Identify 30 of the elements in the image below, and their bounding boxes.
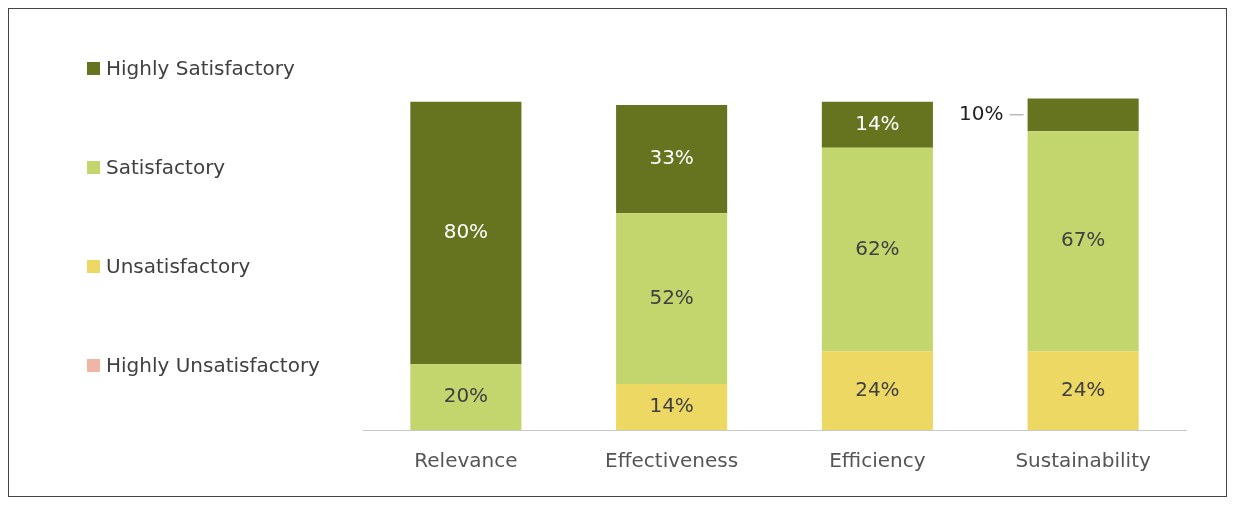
data-label: 14% <box>855 110 900 135</box>
legend-label: Satisfactory <box>106 155 226 179</box>
x-tick-label: Sustainability <box>1015 448 1151 473</box>
legend-label: Unsatisfactory <box>106 254 251 278</box>
data-label: 67% <box>1060 227 1106 252</box>
bar <box>616 104 728 214</box>
x-tick-label: Efficiency <box>829 448 926 473</box>
bar <box>1027 131 1139 352</box>
bar <box>616 213 728 385</box>
bar <box>410 101 522 365</box>
data-label: 14% <box>649 393 694 418</box>
x-tick-label: Effectiveness <box>605 448 739 473</box>
bar <box>821 101 933 148</box>
legend-label: Highly Satisfactory <box>106 56 295 80</box>
data-label: 33% <box>649 145 694 170</box>
data-label: 24% <box>1060 376 1106 401</box>
x-tick-label: Relevance <box>414 448 518 473</box>
data-label: 52% <box>649 284 694 309</box>
bar <box>821 351 933 430</box>
data-label: 80% <box>443 219 489 244</box>
data-label: 24% <box>855 376 900 401</box>
bar <box>1027 351 1139 430</box>
bar <box>616 384 728 430</box>
data-label: 62% <box>855 235 900 260</box>
bar <box>410 364 522 430</box>
data-label: 10% <box>959 101 1004 125</box>
legend-label: Highly Unsatisfactory <box>106 353 320 377</box>
bar <box>1027 98 1139 132</box>
data-label: 20% <box>443 383 489 408</box>
bar <box>821 147 933 352</box>
